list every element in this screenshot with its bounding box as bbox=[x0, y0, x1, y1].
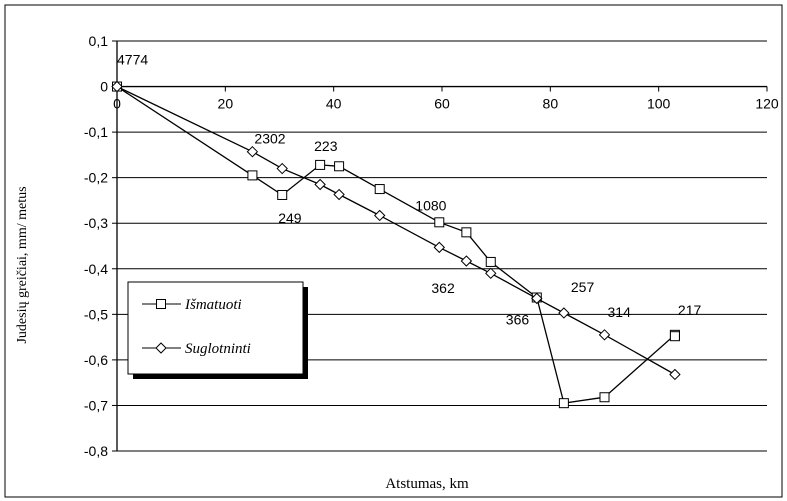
legend-marker-square bbox=[156, 299, 166, 309]
legend-label-suglotninti: Suglotninti bbox=[185, 341, 251, 357]
data-label: 314 bbox=[608, 304, 632, 320]
data-point-square bbox=[277, 189, 288, 200]
x-tick-label: 0 bbox=[113, 96, 121, 112]
data-label: 4774 bbox=[117, 52, 148, 68]
data-label: 249 bbox=[278, 210, 302, 226]
data-point-square bbox=[247, 170, 258, 181]
data-point-square bbox=[315, 159, 326, 170]
data-point-diamond bbox=[531, 292, 543, 305]
data-label: 2302 bbox=[254, 131, 285, 147]
x-tick-label: 100 bbox=[647, 96, 671, 112]
data-label: 257 bbox=[571, 279, 595, 295]
y-tick-label: -0,8 bbox=[84, 443, 108, 459]
y-tick-label: 0,1 bbox=[89, 33, 109, 49]
x-tick-label: 80 bbox=[543, 96, 559, 112]
x-tick-label: 20 bbox=[218, 96, 234, 112]
data-point-square bbox=[485, 256, 496, 267]
legend: Išmatuoti Suglotninti bbox=[127, 281, 308, 379]
data-label: 223 bbox=[314, 138, 338, 154]
legend-label-ismatuoti: Išmatuoti bbox=[184, 297, 242, 313]
data-point-diamond bbox=[333, 188, 345, 201]
axes bbox=[112, 40, 768, 452]
y-tick-label: -0,1 bbox=[84, 124, 108, 140]
legend-marker-diamond bbox=[155, 342, 167, 354]
data-point-square bbox=[599, 392, 610, 403]
data-point-square bbox=[334, 161, 345, 172]
data-point-diamond bbox=[314, 178, 326, 191]
data-point-diamond bbox=[374, 209, 386, 222]
y-tick-label: -0,4 bbox=[84, 261, 108, 277]
x-tick-labels: 0 20 40 60 80 100 120 bbox=[113, 96, 779, 112]
data-point-square bbox=[374, 184, 385, 195]
y-tick-labels: 0,1 0 -0,1 -0,2 -0,3 -0,4 -0,5 -0,6 -0,7 -0,8 bbox=[84, 33, 108, 459]
annotations: 4774 2302 223 249 1080 362 257 366 314 217 bbox=[117, 52, 701, 328]
data-label: 366 bbox=[506, 311, 530, 327]
data-label: 217 bbox=[678, 302, 702, 318]
y-tick-label: -0,7 bbox=[84, 397, 108, 413]
y-tick-label: -0,2 bbox=[84, 170, 108, 186]
data-point-diamond bbox=[669, 368, 681, 381]
data-point-square bbox=[558, 398, 569, 409]
data-label: 362 bbox=[431, 280, 455, 296]
data-point-square bbox=[669, 331, 680, 342]
series-group bbox=[111, 80, 681, 409]
data-point-diamond bbox=[276, 162, 288, 175]
y-tick-label: -0,5 bbox=[84, 306, 108, 322]
x-tick-label: 120 bbox=[755, 96, 779, 112]
data-point-square bbox=[434, 217, 445, 228]
data-label: 1080 bbox=[415, 197, 446, 213]
data-point-diamond bbox=[246, 145, 259, 158]
data-point-diamond bbox=[460, 255, 473, 267]
y-tick-label: 0 bbox=[100, 79, 108, 95]
data-point-diamond bbox=[485, 267, 497, 280]
x-tick-label: 40 bbox=[326, 96, 342, 112]
series-line-1 bbox=[116, 86, 676, 404]
data-point-diamond bbox=[111, 80, 123, 93]
data-point-diamond bbox=[433, 241, 445, 254]
y-axis-label: Judesių greičiai, mm/ metus bbox=[15, 186, 30, 343]
y-tick-label: -0,6 bbox=[84, 352, 108, 368]
x-axis-label: Atstumas, km bbox=[385, 476, 469, 492]
y-tick-label: -0,3 bbox=[84, 215, 108, 231]
legend-box bbox=[127, 281, 304, 375]
data-point-diamond bbox=[558, 307, 570, 319]
data-point-square bbox=[461, 227, 472, 238]
chart-frame bbox=[4, 4, 783, 498]
data-point-diamond bbox=[598, 329, 611, 341]
x-tick-label: 60 bbox=[434, 96, 450, 112]
